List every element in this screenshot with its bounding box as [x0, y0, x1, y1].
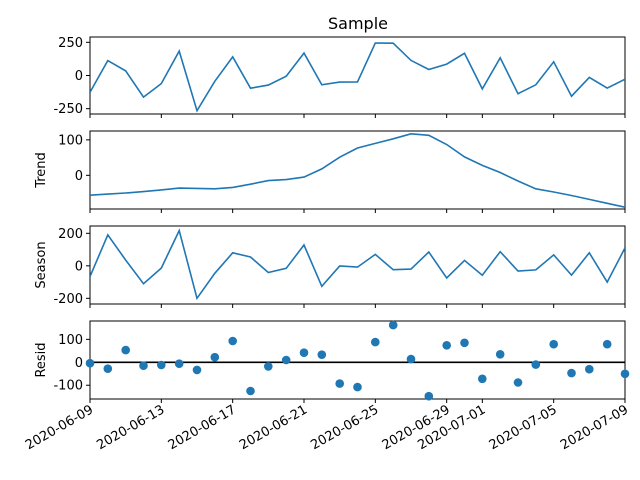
panel-season: -200 0 200 Season [34, 225, 626, 308]
resid-point [174, 359, 184, 369]
resid-point [531, 360, 541, 369]
resid-point [495, 350, 505, 359]
y-tick-label: 0 [75, 169, 83, 184]
y-tick-label: 200 [58, 227, 83, 242]
series-line [90, 228, 625, 301]
resid-point [424, 391, 434, 401]
panel-trend: 0 100 Trend [34, 130, 626, 213]
y-tick-label: 0 [75, 69, 83, 84]
x-tick-label: 2020-06-09 [23, 402, 96, 453]
y-tick-label: -200 [53, 292, 83, 307]
resid-point [139, 361, 148, 371]
resid-point [460, 338, 469, 348]
y-axis-label: Resid [34, 342, 49, 377]
resid-point [353, 382, 362, 392]
resid-point [317, 350, 327, 360]
resid-point [388, 320, 398, 330]
resid-point [192, 365, 202, 375]
resid-point [121, 345, 130, 355]
x-tick-label: 2020-06-13 [94, 402, 167, 453]
resid-point [371, 337, 380, 347]
resid-point [103, 364, 113, 374]
x-tick-label: 2020-07-09 [558, 402, 631, 453]
x-tick-label: 2020-06-25 [308, 402, 381, 453]
resid-point [442, 341, 452, 350]
resid-point [602, 339, 612, 349]
resid-point [549, 339, 558, 349]
x-tick-label: 2020-06-21 [237, 402, 310, 453]
y-axis-label: Season [34, 241, 49, 288]
y-tick-label: 100 [58, 333, 83, 348]
resid-point [513, 378, 523, 387]
axes-frame [89, 36, 626, 115]
resid-point [299, 348, 309, 358]
resid-point [210, 352, 220, 362]
y-tick-label: 250 [58, 36, 83, 51]
resid-point [246, 386, 255, 396]
y-axis-label: Trend [34, 152, 49, 189]
series-line [90, 132, 625, 208]
y-tick-label: -100 [53, 379, 83, 394]
resid-point [585, 364, 594, 374]
y-tick-label: 0 [75, 259, 83, 274]
resid-point [85, 358, 95, 368]
resid-point [157, 360, 166, 370]
resid-point [620, 369, 630, 379]
panels: -250 0 250 0 100 Trend -200 0 200 Season -100 0 100 R… [23, 36, 631, 453]
axes-frame [89, 225, 626, 305]
panel-resid: -100 0 100 Resid [34, 320, 630, 403]
x-tick-label: 2020-07-05 [487, 402, 560, 453]
resid-point [228, 336, 237, 346]
x-tick-label: 2020-06-17 [166, 402, 239, 453]
resid-point [406, 354, 416, 364]
y-tick-label: 100 [58, 133, 83, 148]
resid-point [281, 355, 291, 365]
panel-observed: -250 0 250 [53, 36, 626, 118]
series-line [90, 42, 625, 113]
axes-frame [89, 130, 626, 210]
resid-point [264, 362, 273, 371]
resid-point [567, 368, 576, 378]
chart-title: Sample [328, 14, 388, 33]
y-tick-label: 0 [75, 356, 83, 371]
y-tick-label: -250 [53, 102, 83, 117]
resid-point [478, 374, 487, 384]
resid-point [335, 379, 345, 388]
